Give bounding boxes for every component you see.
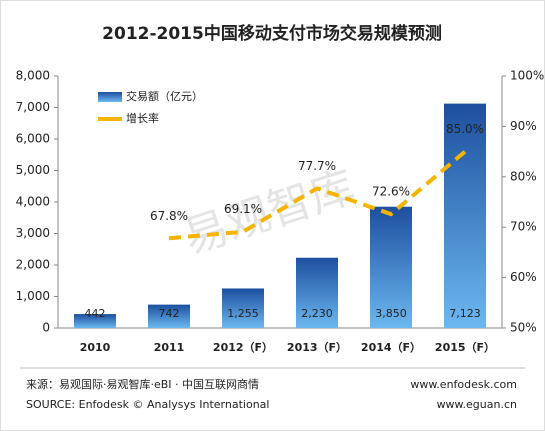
value-label: 1,255 <box>227 307 259 320</box>
y-tick-label: 7,000 <box>16 100 50 114</box>
source: SOURCE: Enfodesk © Analysys Internationa… <box>26 398 269 411</box>
bar <box>148 304 190 328</box>
y-tick-label: 3,000 <box>16 226 50 240</box>
y2-tick-label: 80% <box>510 169 537 183</box>
legend-label: 交易额（亿元） <box>126 89 203 103</box>
bar <box>222 288 264 328</box>
x-tick-label: 2011 <box>154 341 185 354</box>
chart-title: 2012-2015中国移动支付市场交易规模预测 <box>102 23 442 44</box>
value-label: 2,230 <box>301 307 333 320</box>
value-label: 72.6% <box>372 185 410 199</box>
value-label: 442 <box>85 307 106 320</box>
legend-swatch <box>98 92 122 102</box>
y-tick-label: 0 <box>42 321 50 335</box>
line <box>168 150 467 241</box>
bar <box>444 103 486 328</box>
y2-tick-label: 50% <box>510 321 537 335</box>
y2-tick-label: 60% <box>510 270 537 284</box>
value-label: 742 <box>159 307 180 320</box>
y2-tick-label: 100% <box>510 69 544 83</box>
y-tick-label: 6,000 <box>16 132 50 146</box>
value-label: 67.8% <box>150 209 188 223</box>
source: 来源：易观国际·易观智库·eBI · 中国互联网商情 <box>26 377 259 391</box>
value-label: 3,850 <box>375 307 407 320</box>
y2-tick-label: 70% <box>510 220 537 234</box>
y-tick-label: 4,000 <box>16 195 50 209</box>
x-tick-label: 2014（F） <box>361 341 421 354</box>
y-tick-label: 2,000 <box>16 258 50 272</box>
x-tick-label: 2015（F） <box>435 341 495 354</box>
x-tick-label: 2012（F） <box>213 341 273 354</box>
bar <box>370 206 412 328</box>
link: www.eguan.cn <box>437 398 517 411</box>
bar <box>296 257 338 328</box>
legend-label: 增长率 <box>126 111 159 125</box>
value-label: 7,123 <box>449 307 481 320</box>
y-tick-label: 5,000 <box>16 163 50 177</box>
y-tick-label: 8,000 <box>16 69 50 83</box>
x-tick-label: 2010 <box>80 341 111 354</box>
bar <box>74 314 116 328</box>
value-label: 77.7% <box>298 159 336 173</box>
value-label: 85.0% <box>446 122 484 136</box>
x-tick-label: 2013（F） <box>287 341 347 354</box>
y2-tick-label: 90% <box>510 119 537 133</box>
y-tick-label: 1,000 <box>16 289 50 303</box>
link: www.enfodesk.com <box>410 378 517 391</box>
value-label: 69.1% <box>224 202 262 216</box>
